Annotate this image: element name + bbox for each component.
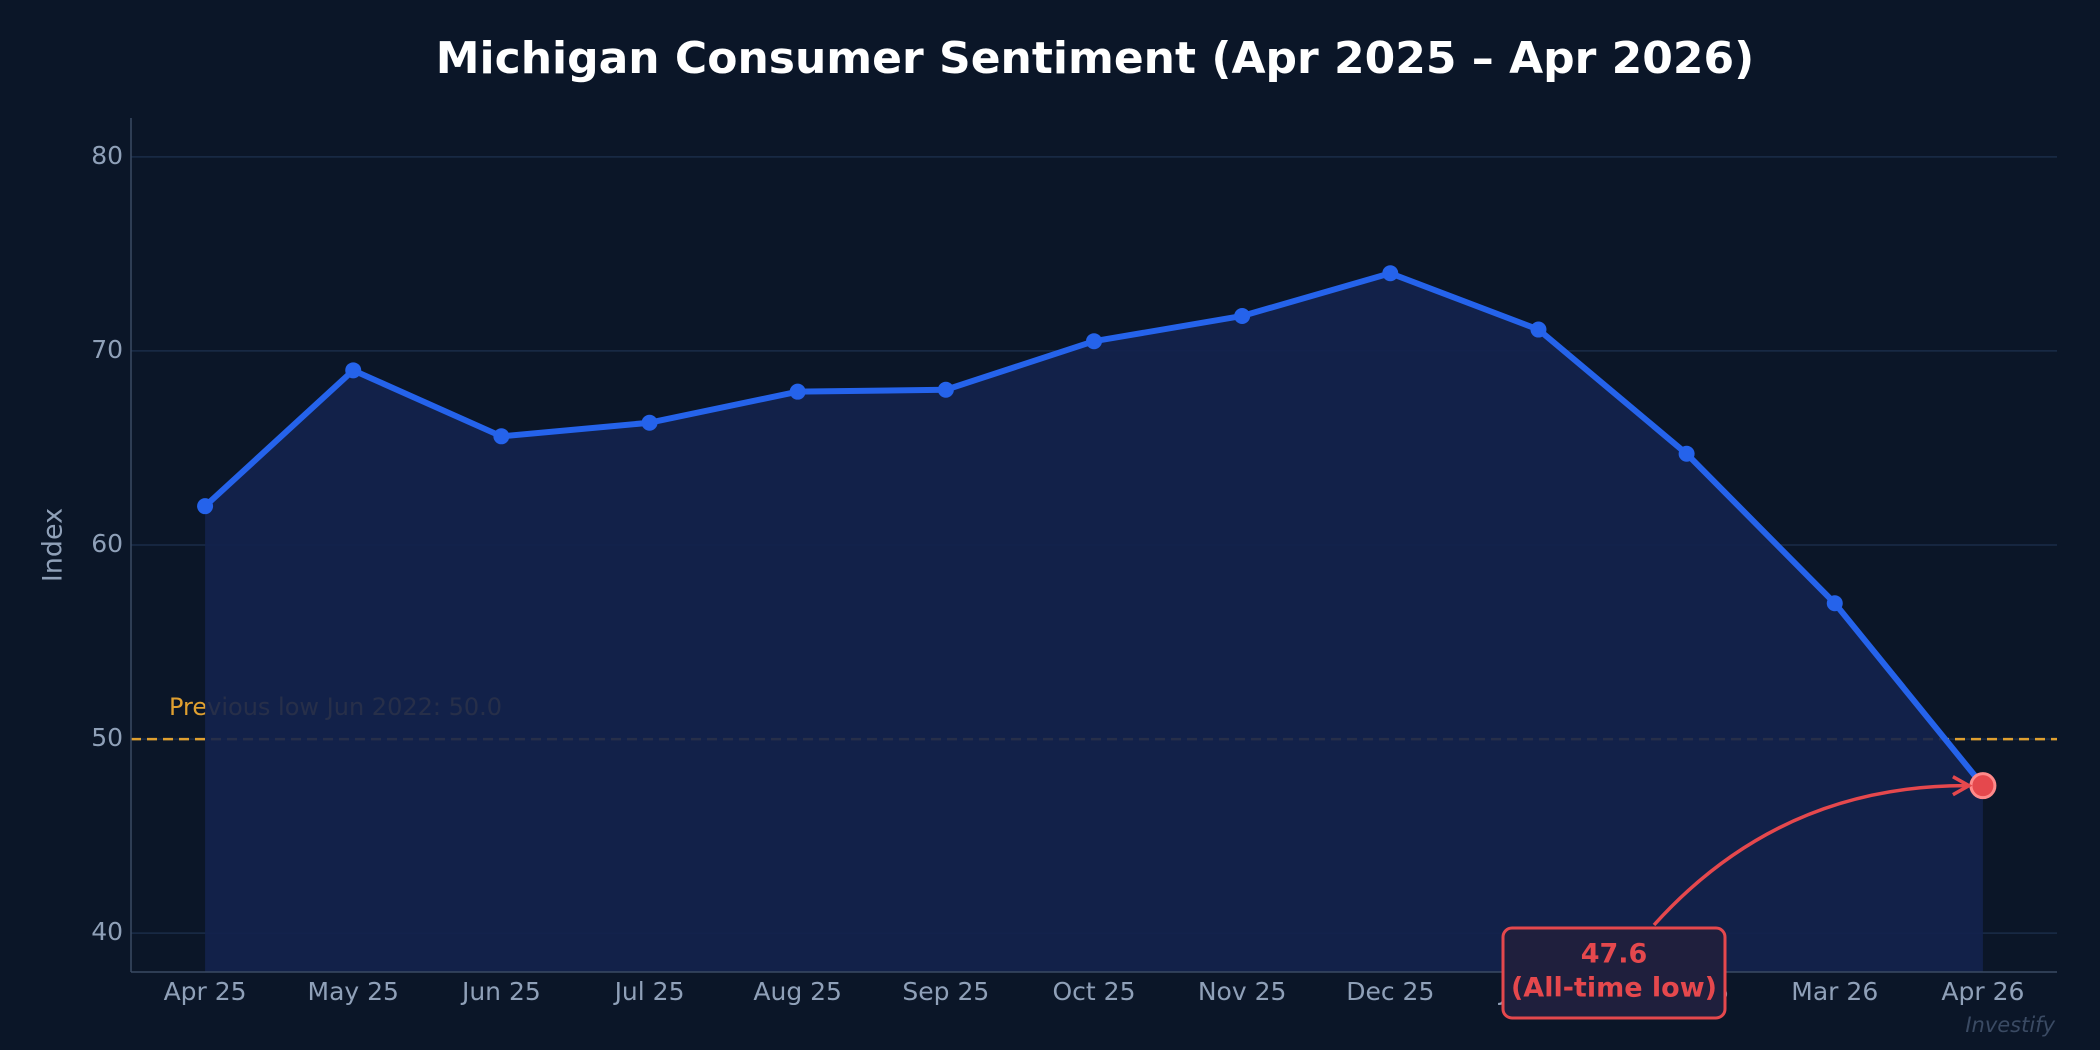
point xyxy=(197,498,214,515)
y-tick-label: 80 xyxy=(91,141,123,170)
point xyxy=(937,381,954,398)
x-tick-label: May 25 xyxy=(308,977,399,1006)
x-tick-label: Nov 25 xyxy=(1198,977,1287,1006)
y-tick-label: 70 xyxy=(91,335,123,364)
chart-title: Michigan Consumer Sentiment (Apr 2025 – … xyxy=(436,33,1755,84)
annotation-arrow xyxy=(1652,783,1967,927)
point xyxy=(1678,445,1695,462)
annotation-box xyxy=(1501,926,1727,1020)
x-tick-label: Apr 25 xyxy=(164,977,247,1006)
point xyxy=(1530,321,1547,338)
area xyxy=(205,273,1983,973)
point xyxy=(641,414,658,431)
x-tick-label: Sep 25 xyxy=(902,977,989,1006)
x-tick-label: Jul 25 xyxy=(613,977,685,1006)
point xyxy=(1826,595,1843,612)
watermark: Investify xyxy=(1965,1013,2055,1037)
x-tick-label: Dec 25 xyxy=(1346,977,1434,1006)
point xyxy=(493,428,510,445)
point xyxy=(1086,333,1102,350)
y-tick-label: 40 xyxy=(91,917,123,946)
annotation-value: 47.6 xyxy=(1581,939,1648,970)
x-tick-label: Oct 25 xyxy=(1053,977,1136,1006)
y-axis-title: Index xyxy=(38,508,69,582)
point xyxy=(789,383,806,400)
highlight-point xyxy=(1969,772,1997,800)
x-tick-label: Apr 26 xyxy=(1941,977,2024,1006)
y-tick-label: 50 xyxy=(91,723,123,752)
x-tick-label: Aug 25 xyxy=(753,977,842,1006)
point xyxy=(345,362,362,379)
arrow-head xyxy=(1952,775,1973,797)
x-tick-label: Jun 25 xyxy=(460,977,541,1006)
point xyxy=(1234,307,1251,324)
x-tick-label: Mar 26 xyxy=(1791,977,1878,1006)
overlay: 47.6(All-time low) xyxy=(197,265,1997,1020)
plot: Previous low Jun 2022: 50.0 xyxy=(131,270,2057,973)
point xyxy=(1382,265,1399,282)
annotation-text: (All-time low) xyxy=(1511,973,1717,1004)
y-tick-label: 60 xyxy=(91,529,123,558)
